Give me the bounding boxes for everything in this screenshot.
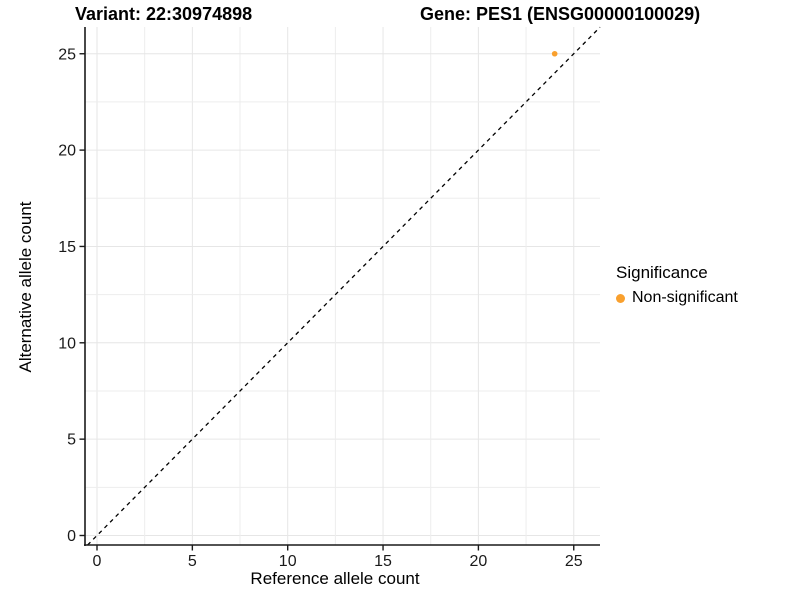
x-axis-title: Reference allele count — [250, 569, 420, 588]
x-tick-label: 20 — [470, 553, 488, 570]
data-point — [551, 50, 558, 57]
plot-title-gene: Gene: PES1 (ENSG00000100029) — [420, 4, 701, 24]
plot-title-variant: Variant: 22:30974898 — [75, 4, 253, 24]
legend-point-icon — [616, 293, 625, 303]
y-tick-label: 25 — [58, 46, 76, 63]
x-tick-label: 15 — [374, 553, 392, 570]
identity-line — [87, 26, 601, 546]
x-tick-label: 0 — [93, 553, 102, 570]
legend: Significance Non-significant — [616, 263, 738, 307]
y-tick-label: 10 — [58, 335, 76, 352]
legend-entry-label: Non-significant — [632, 289, 738, 306]
y-axis-title: Alternative allele count — [16, 201, 35, 373]
legend-entry: Non-significant — [616, 289, 738, 307]
y-tick-label: 15 — [58, 239, 76, 256]
y-tick-label: 20 — [58, 143, 76, 160]
y-tick-label: 5 — [67, 432, 76, 449]
x-tick-label: 5 — [188, 553, 197, 570]
x-tick-label: 10 — [279, 553, 297, 570]
legend-title: Significance — [616, 263, 708, 282]
x-tick-label: 25 — [565, 553, 583, 570]
y-tick-label: 0 — [67, 528, 76, 545]
